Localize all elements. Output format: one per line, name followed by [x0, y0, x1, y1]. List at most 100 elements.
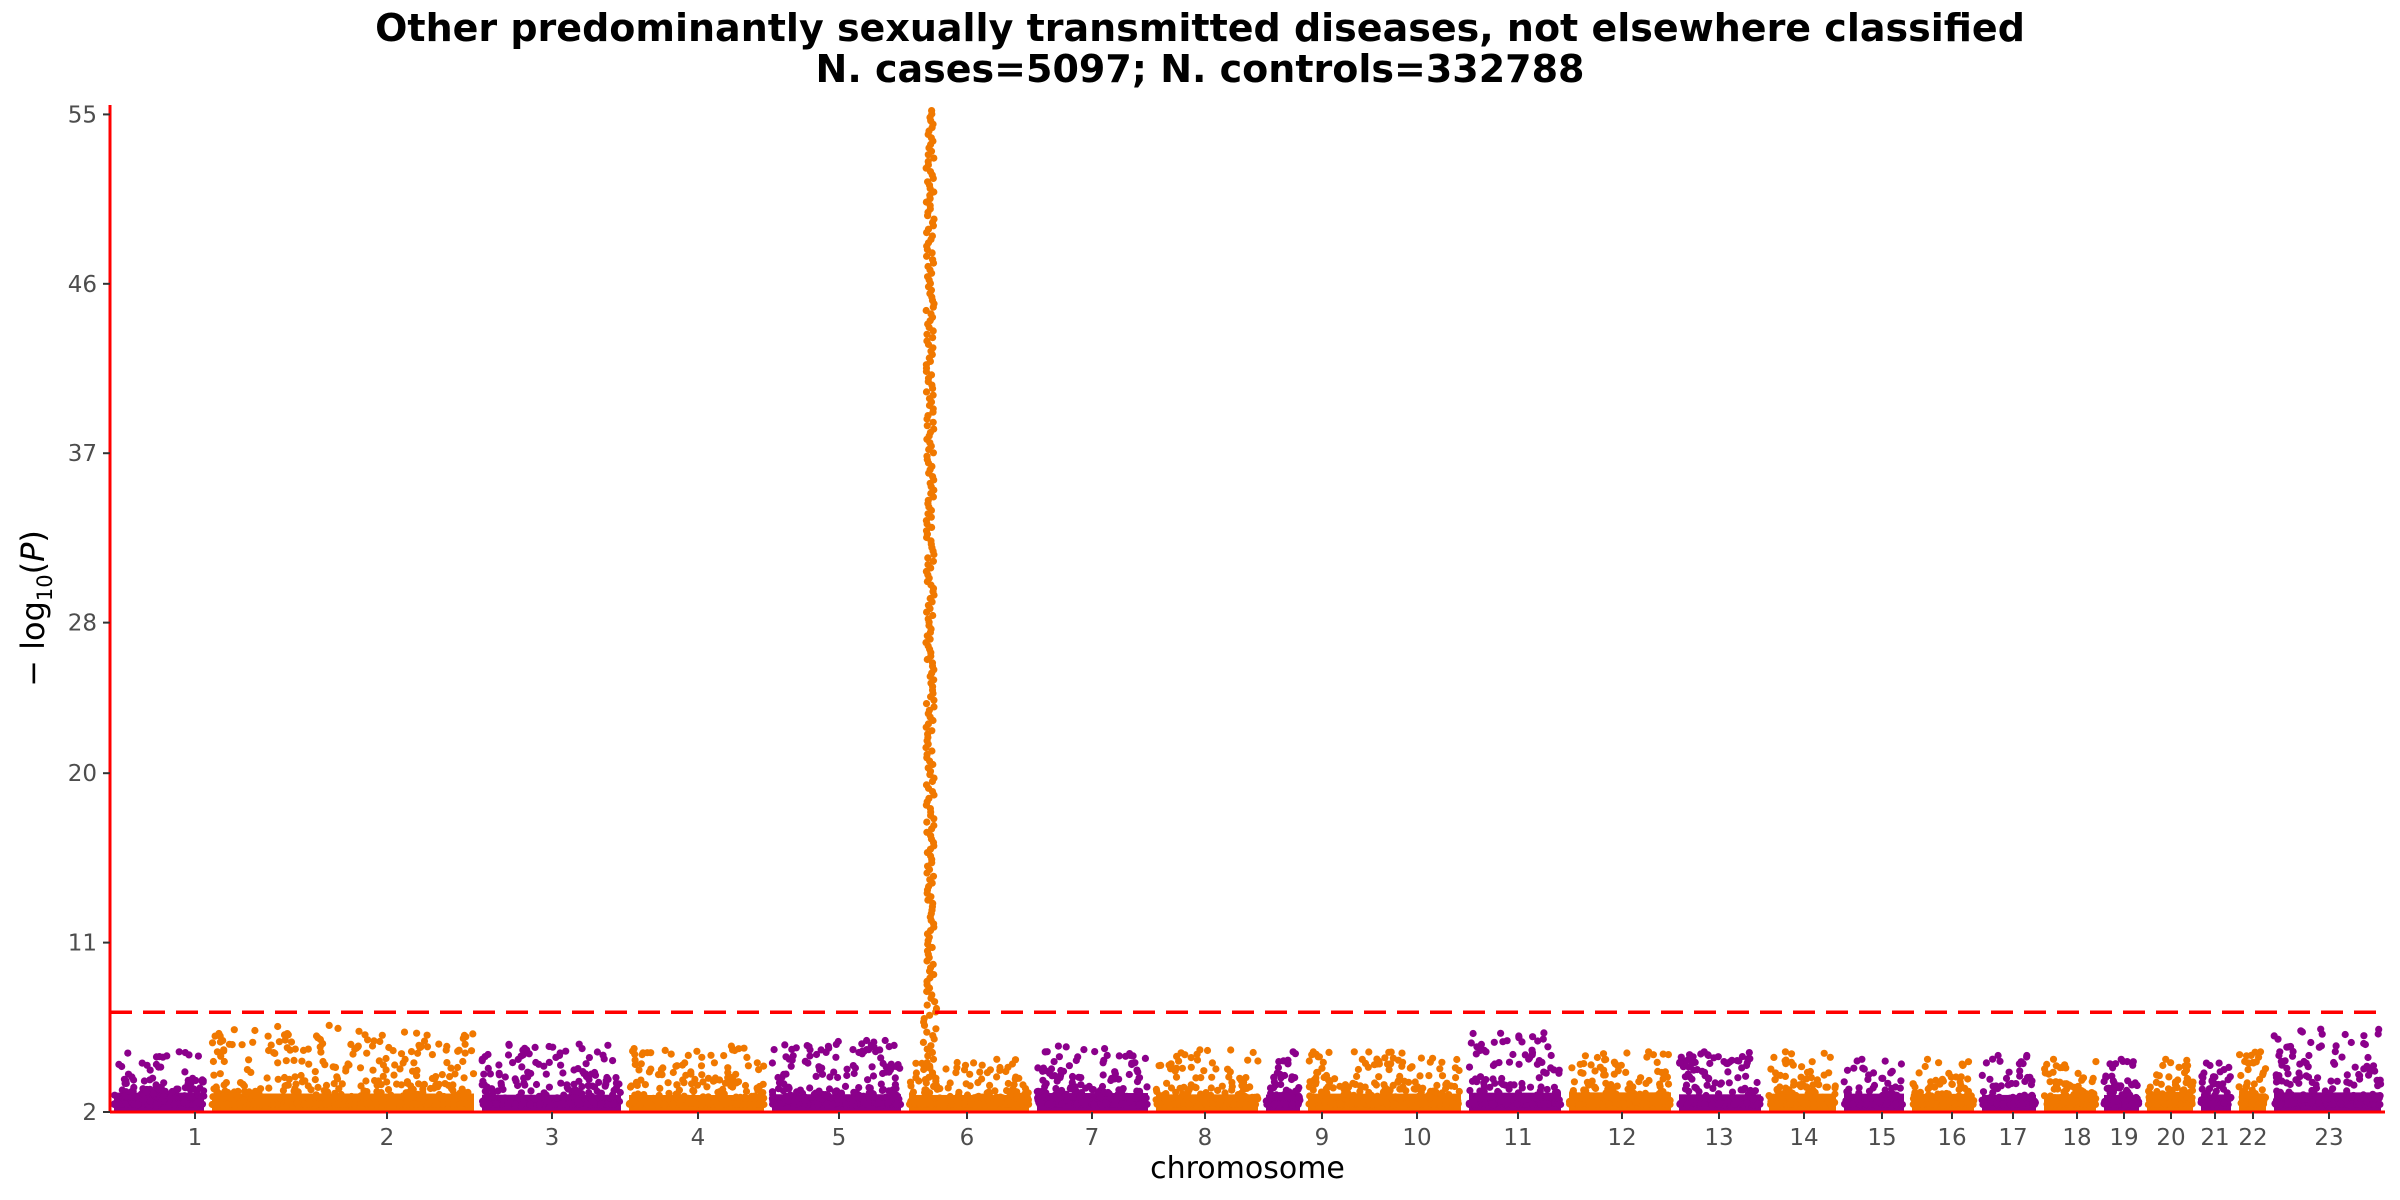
snp-point: [575, 1088, 584, 1096]
snp-point: [1979, 1088, 1988, 1096]
snp-point: [447, 1064, 455, 1072]
snp-point: [1179, 1090, 1187, 1098]
snp-point: [865, 1046, 873, 1054]
snp-point: [456, 1100, 465, 1108]
snp-point: [1623, 1049, 1631, 1057]
snp-point: [2287, 1091, 2295, 1099]
snp-point: [1702, 1091, 1710, 1100]
y-tick-label: 11: [68, 931, 97, 957]
snp-point: [1453, 1055, 1461, 1064]
snp-point: [460, 1074, 468, 1082]
snp-point: [1596, 1100, 1604, 1108]
snp-point-peak: [924, 554, 932, 562]
snp-point-peak: [930, 821, 938, 830]
snp-point: [1183, 1095, 1191, 1103]
snp-point: [265, 1046, 273, 1055]
snp-point: [236, 1100, 244, 1108]
snp-point-peak: [929, 334, 937, 342]
snp-point: [653, 1096, 661, 1105]
snp-point: [1897, 1077, 1905, 1085]
snp-point-peak: [924, 262, 932, 271]
snp-point: [1196, 1046, 1204, 1054]
snp-point-peak: [928, 747, 936, 755]
snp-point: [725, 1099, 733, 1107]
snp-point: [271, 1049, 279, 1057]
snp-point: [196, 1084, 204, 1092]
snp-point: [1613, 1082, 1621, 1090]
snp-point-peak: [921, 1076, 930, 1084]
snp-point: [1826, 1097, 1834, 1105]
snp-point: [2181, 1069, 2189, 1077]
snp-point: [1228, 1082, 1236, 1091]
snp-point: [512, 1077, 520, 1085]
snp-point: [249, 1038, 257, 1046]
snp-point: [1034, 1064, 1042, 1072]
snp-point: [869, 1072, 878, 1080]
snp-point: [372, 1100, 380, 1109]
snp-point: [804, 1059, 812, 1067]
snp-point: [155, 1063, 163, 1071]
snp-point: [247, 1068, 255, 1076]
snp-point: [789, 1052, 797, 1060]
snp-point: [1745, 1049, 1753, 1057]
snp-point: [710, 1059, 719, 1067]
snp-point: [1251, 1093, 1259, 1101]
snp-point: [582, 1060, 590, 1068]
snp-point-peak: [921, 1086, 929, 1094]
snp-point: [2049, 1068, 2057, 1076]
snp-point: [263, 1098, 271, 1106]
snp-point: [962, 1095, 970, 1103]
snp-point: [121, 1092, 129, 1100]
snp-point: [490, 1093, 498, 1102]
snp-point: [1336, 1082, 1344, 1090]
snp-point: [111, 1091, 119, 1099]
snp-point: [2051, 1100, 2059, 1108]
snp-point: [1214, 1086, 1222, 1094]
snp-point: [2343, 1100, 2351, 1108]
snp-point: [277, 1093, 285, 1102]
snp-point: [1221, 1089, 1229, 1097]
snp-point: [703, 1083, 711, 1091]
snp-point: [455, 1046, 463, 1054]
snp-point: [879, 1086, 888, 1094]
snp-point-peak: [920, 1065, 928, 1074]
snp-point-peak: [924, 496, 932, 504]
snp-point: [435, 1080, 443, 1088]
snp-point: [480, 1081, 488, 1089]
snp-point: [1867, 1094, 1875, 1102]
snp-point: [800, 1097, 809, 1105]
snp-point: [2165, 1073, 2173, 1081]
snp-point: [2165, 1100, 2173, 1108]
snp-point: [1277, 1093, 1285, 1101]
snp-point: [954, 1100, 962, 1109]
snp-point: [1870, 1081, 1879, 1089]
snp-point: [352, 1044, 361, 1052]
snp-point: [825, 1085, 834, 1093]
snp-point: [2110, 1079, 2118, 1087]
snp-point: [711, 1097, 719, 1105]
snp-point: [1267, 1089, 1275, 1097]
snp-point: [1380, 1081, 1388, 1089]
snp-point: [1054, 1042, 1062, 1050]
snp-point: [1184, 1088, 1192, 1096]
snp-point: [1170, 1100, 1178, 1108]
snp-point: [545, 1083, 554, 1091]
snp-point: [1080, 1046, 1088, 1054]
snp-point: [2005, 1068, 2013, 1076]
x-tick-label-chr-17: 17: [1998, 1125, 2027, 1151]
snp-point: [967, 1100, 976, 1108]
snp-point: [2243, 1079, 2251, 1087]
snp-point-peak: [923, 452, 931, 460]
snp-point: [2244, 1066, 2252, 1074]
snp-point-peak: [929, 872, 938, 880]
snp-point: [2360, 1039, 2368, 1048]
snp-point: [390, 1071, 398, 1079]
snp-point: [2365, 1066, 2373, 1074]
snp-point: [733, 1100, 741, 1108]
snp-point: [1350, 1048, 1358, 1056]
snp-point: [1850, 1064, 1858, 1072]
snp-point: [2336, 1099, 2344, 1107]
snp-point: [1543, 1085, 1551, 1094]
snp-point: [298, 1078, 306, 1086]
snp-point-peak: [929, 557, 938, 565]
